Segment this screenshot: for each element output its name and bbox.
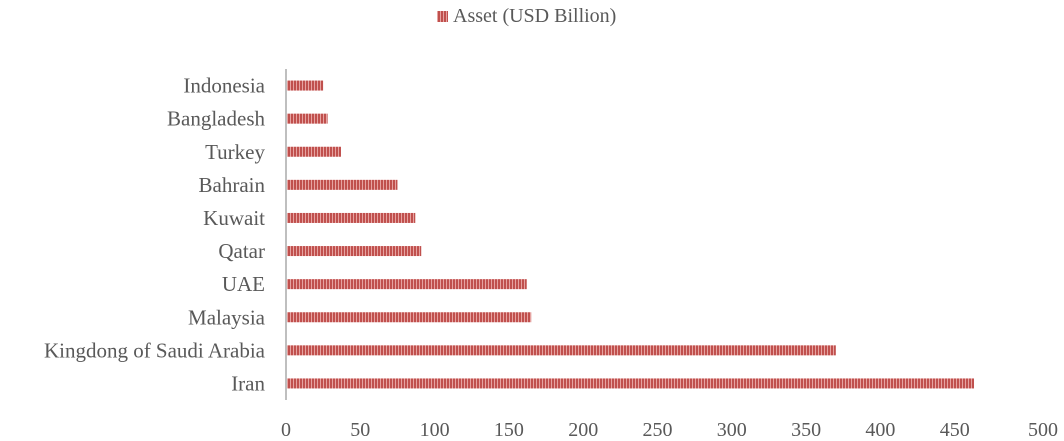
bar — [287, 378, 975, 389]
x-tick-label: 500 — [1028, 419, 1058, 441]
x-tick-label: 150 — [494, 419, 524, 441]
legend-swatch — [437, 11, 448, 22]
x-tick-label: 0 — [281, 419, 291, 441]
bar — [287, 246, 422, 257]
x-tick-labels: 0 50 100 150 200 250 300 350 400 450 500 — [281, 419, 1058, 441]
category-label: Bahrain — [199, 173, 266, 197]
category-label: UAE — [222, 272, 265, 296]
category-label: Qatar — [218, 239, 265, 263]
x-tick-label: 200 — [568, 419, 598, 441]
legend-label: Asset (USD Billion) — [453, 5, 616, 27]
category-labels: Indonesia Bangladesh Turkey Bahrain Kuwait Qa… — [44, 74, 266, 396]
bar — [287, 80, 324, 91]
bar — [287, 279, 527, 290]
x-tick-label: 300 — [717, 419, 747, 441]
bar — [287, 179, 398, 190]
category-label: Turkey — [205, 140, 265, 164]
x-tick-label: 50 — [350, 419, 370, 441]
category-label: Bangladesh — [167, 107, 265, 131]
category-label: Kingdong of Saudi Arabia — [44, 338, 266, 362]
category-label: Iran — [231, 371, 265, 395]
bar — [287, 312, 532, 323]
bar — [287, 345, 836, 356]
legend: Asset (USD Billion) — [437, 5, 616, 27]
category-label: Kuwait — [203, 206, 265, 230]
x-tick-label: 100 — [420, 419, 450, 441]
x-tick-label: 450 — [940, 419, 970, 441]
x-tick-label: 400 — [865, 419, 895, 441]
bar — [287, 146, 341, 157]
x-tick-label: 250 — [643, 419, 673, 441]
category-label: Indonesia — [183, 74, 265, 98]
x-tick-label: 350 — [791, 419, 821, 441]
bar — [287, 113, 328, 124]
category-label: Malaysia — [188, 305, 266, 329]
bars-group — [287, 80, 975, 389]
bar — [287, 212, 416, 223]
